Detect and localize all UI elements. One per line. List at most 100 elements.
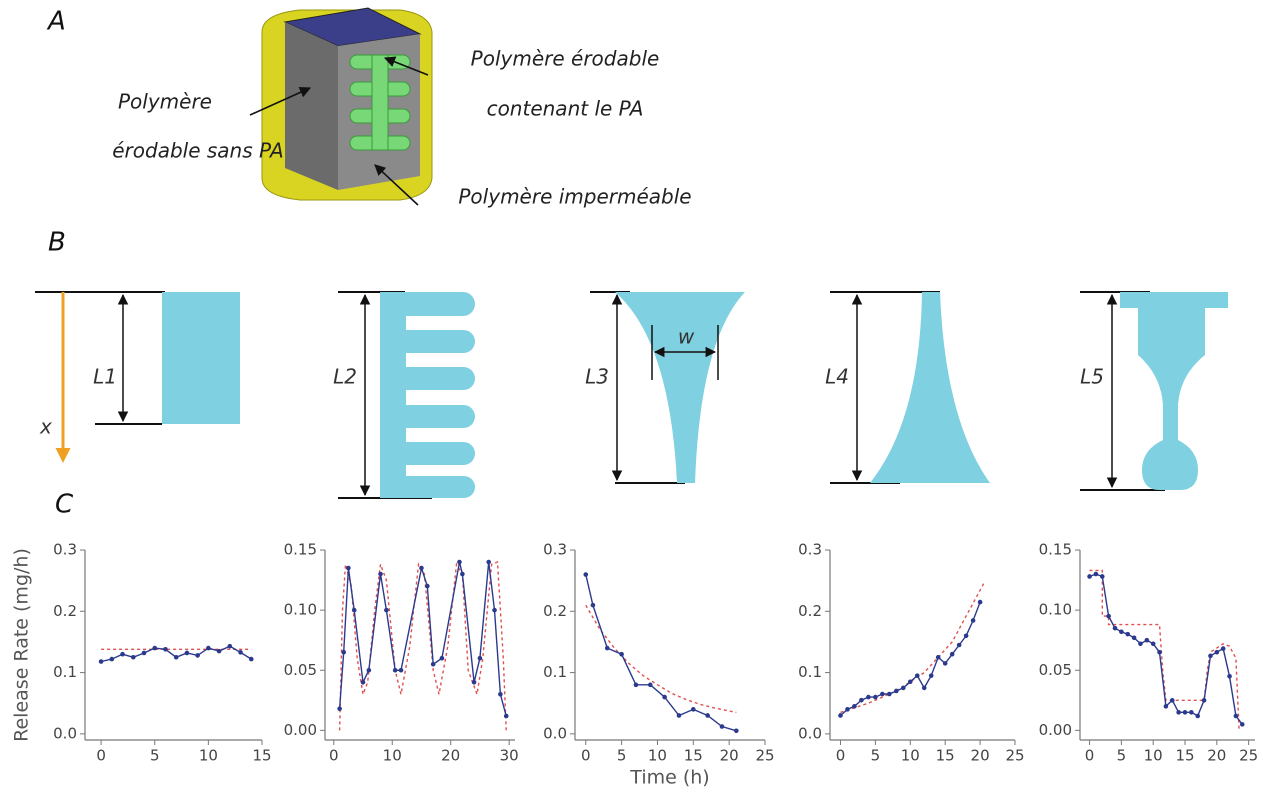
- data-point: [227, 643, 233, 649]
- x-tick-label: 25: [1239, 747, 1258, 765]
- x-tick-label: 15: [252, 747, 271, 765]
- annotation: érodable sans PA: [112, 139, 284, 163]
- data-point: [1138, 641, 1143, 647]
- data-point: [503, 713, 509, 719]
- series-line: [338, 561, 507, 717]
- series-line: [840, 583, 985, 714]
- data-point: [460, 571, 465, 577]
- x-tick-label: 10: [648, 747, 667, 765]
- data-point: [1106, 613, 1111, 619]
- y-tick-label: 0.05: [284, 661, 317, 679]
- panel-label: A: [46, 7, 66, 37]
- data-point: [337, 706, 342, 712]
- data-point: [1163, 704, 1169, 709]
- data-point: [866, 694, 871, 700]
- data-point: [195, 653, 200, 658]
- series-line: [338, 560, 507, 731]
- length-label: L2: [333, 365, 357, 389]
- data-point: [1220, 646, 1226, 651]
- data-point: [486, 559, 491, 565]
- data-point: [852, 703, 857, 709]
- data-point: [676, 713, 682, 718]
- data-point: [956, 642, 962, 648]
- data-point: [173, 654, 179, 660]
- data-point: [914, 673, 920, 678]
- data-point: [346, 565, 351, 571]
- data-point: [1131, 635, 1137, 641]
- data-point: [184, 650, 190, 656]
- data-point: [845, 707, 850, 712]
- data-point: [1150, 641, 1156, 647]
- y-tick-label: 0.1: [53, 663, 77, 681]
- data-point: [430, 661, 436, 667]
- data-point: [949, 651, 955, 657]
- data-point: [1169, 698, 1175, 703]
- y-tick-label: 0.05: [1039, 661, 1072, 679]
- annotation: Polymère imperméable: [458, 185, 691, 209]
- data-point: [351, 607, 357, 613]
- data-point: [970, 618, 976, 623]
- series-line: [585, 574, 737, 732]
- width-guide: [651, 325, 719, 380]
- data-point: [216, 648, 222, 654]
- x-tick-label: 10: [199, 747, 218, 765]
- panel-label: C: [55, 490, 74, 520]
- x-tick-label: 25: [755, 747, 774, 765]
- y-tick-label: 0.15: [284, 541, 317, 559]
- data-point: [935, 654, 941, 660]
- length-label: L4: [825, 365, 849, 389]
- data-point: [238, 650, 243, 655]
- y-tick-label: 0.15: [1039, 541, 1072, 559]
- data-point: [859, 697, 864, 703]
- data-point: [419, 565, 424, 571]
- x-tick-label: 0: [329, 747, 339, 765]
- data-point: [384, 607, 389, 613]
- y-tick-label: 0.00: [284, 721, 317, 739]
- data-point: [141, 650, 147, 656]
- width-label: w: [678, 325, 695, 349]
- data-point: [901, 685, 906, 691]
- data-point: [1125, 631, 1131, 637]
- data-point: [647, 682, 653, 688]
- data-point: [1112, 625, 1118, 631]
- y-tick-label: 0.2: [543, 602, 567, 620]
- x-tick-label: 15: [1175, 747, 1194, 765]
- data-point: [942, 661, 948, 666]
- data-point: [341, 649, 347, 655]
- x-tick-label: 5: [871, 747, 881, 765]
- data-point: [498, 692, 503, 697]
- series-line: [1089, 573, 1243, 725]
- data-point: [662, 694, 667, 700]
- data-point: [705, 713, 710, 718]
- data-point: [1227, 673, 1232, 679]
- data-point: [398, 667, 404, 673]
- x-tick-label: 10: [1144, 747, 1163, 765]
- x-tick-label: 20: [1207, 747, 1226, 765]
- data-point: [1182, 710, 1188, 715]
- data-point: [977, 599, 983, 605]
- data-point: [963, 633, 969, 639]
- data-point: [163, 646, 168, 652]
- device-illustration: [249, 7, 433, 206]
- data-point: [1214, 649, 1220, 655]
- data-point: [152, 645, 158, 651]
- data-point: [873, 694, 878, 700]
- y-tick-label: 0.0: [53, 724, 77, 742]
- data-point: [604, 645, 610, 651]
- length-label: L3: [585, 365, 609, 389]
- y-tick-label: 0.0: [798, 724, 822, 742]
- data-point: [907, 679, 913, 685]
- x-tick-label: 0: [836, 747, 846, 765]
- data-point: [921, 685, 927, 691]
- y-tick-label: 0.10: [284, 601, 317, 619]
- data-point: [894, 688, 899, 694]
- data-point: [1119, 629, 1124, 635]
- data-point: [206, 645, 211, 651]
- x-tick-label: 0: [581, 747, 591, 765]
- series-line: [585, 604, 737, 714]
- data-point: [439, 655, 445, 661]
- data-point: [734, 728, 739, 734]
- y-tick-label: 0.3: [798, 541, 822, 559]
- data-point: [457, 559, 462, 565]
